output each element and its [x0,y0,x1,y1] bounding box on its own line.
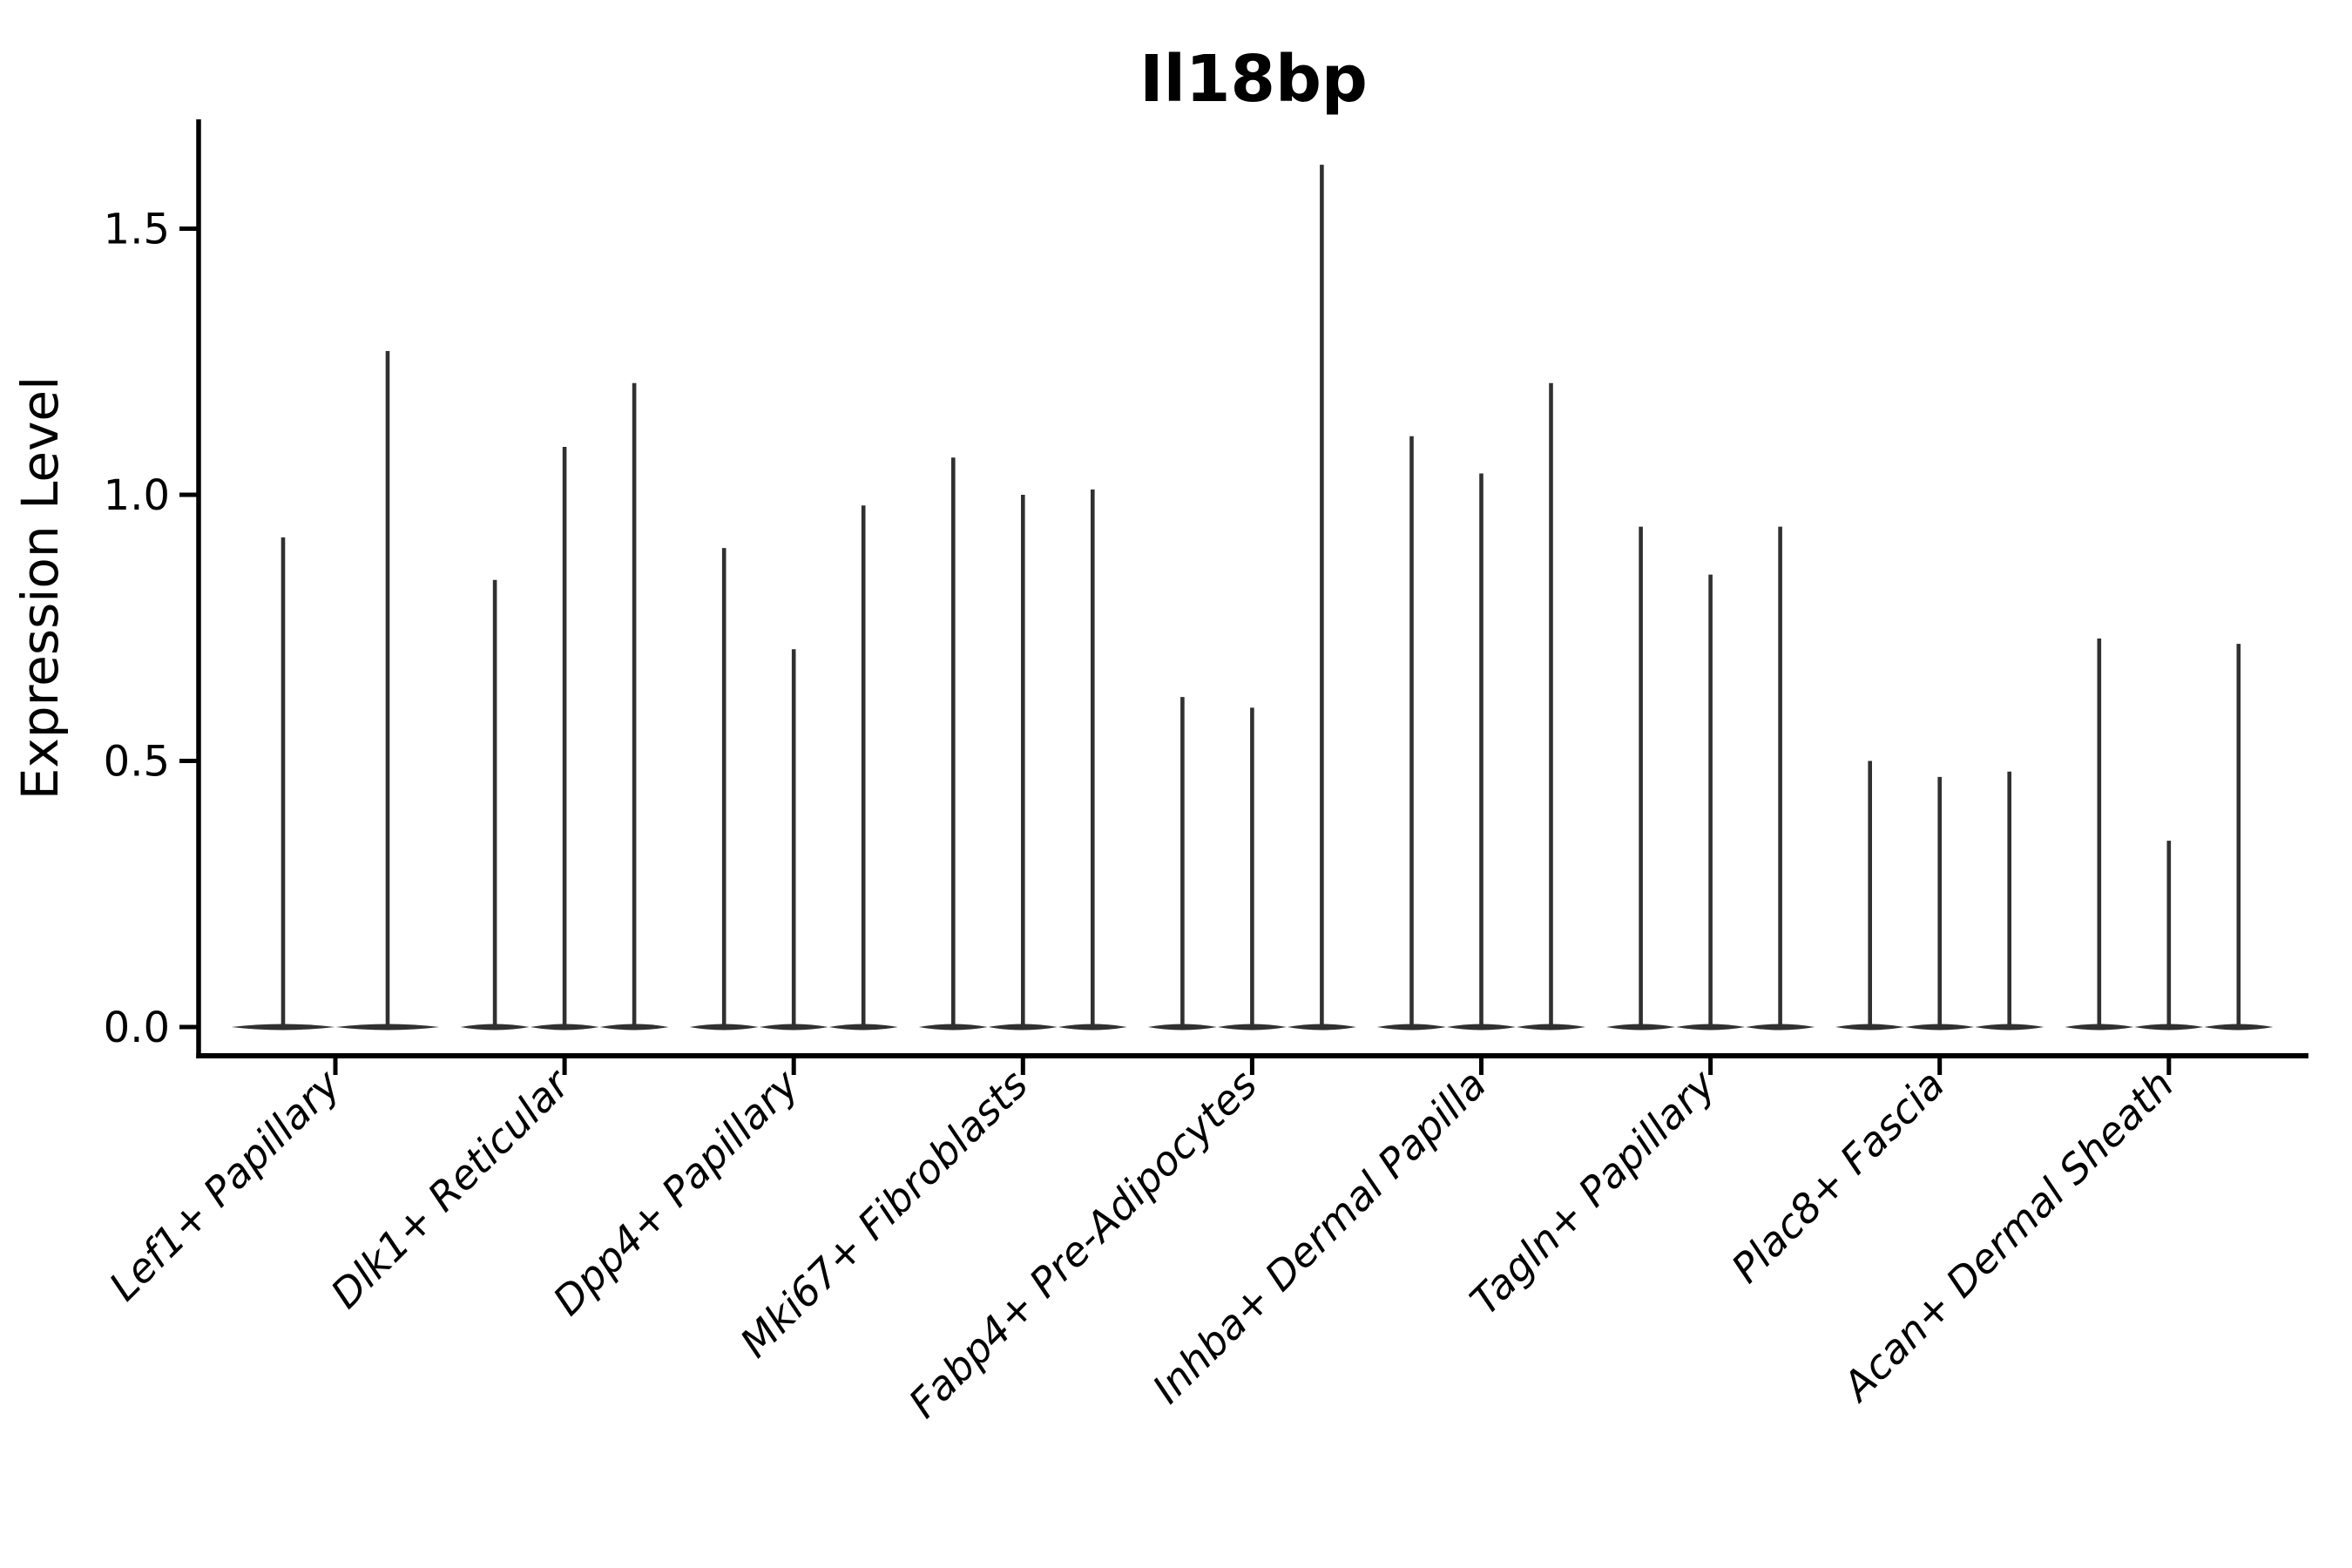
y-tick-label: 0.0 [104,1004,170,1052]
violins-layer [231,165,2274,1031]
y-tick-label: 0.5 [104,738,170,787]
x-tick-label: Tagln+ Papillary [1461,1060,1725,1324]
x-tick-label: Plac8+ Fascia [1722,1061,1953,1292]
y-axis-title: Expression Level [10,376,70,800]
x-tick-label: Dlk1+ Reticular [321,1058,580,1317]
y-tick-label: 1.0 [104,471,170,520]
y-tick-label: 1.5 [104,206,170,254]
axes-layer [179,119,2308,1075]
x-tick-label: Lef1+ Papillary [100,1060,349,1309]
x-tick-label: Dpp4+ Papillary [544,1060,808,1324]
chart-title: Il18bp [1139,42,1368,117]
